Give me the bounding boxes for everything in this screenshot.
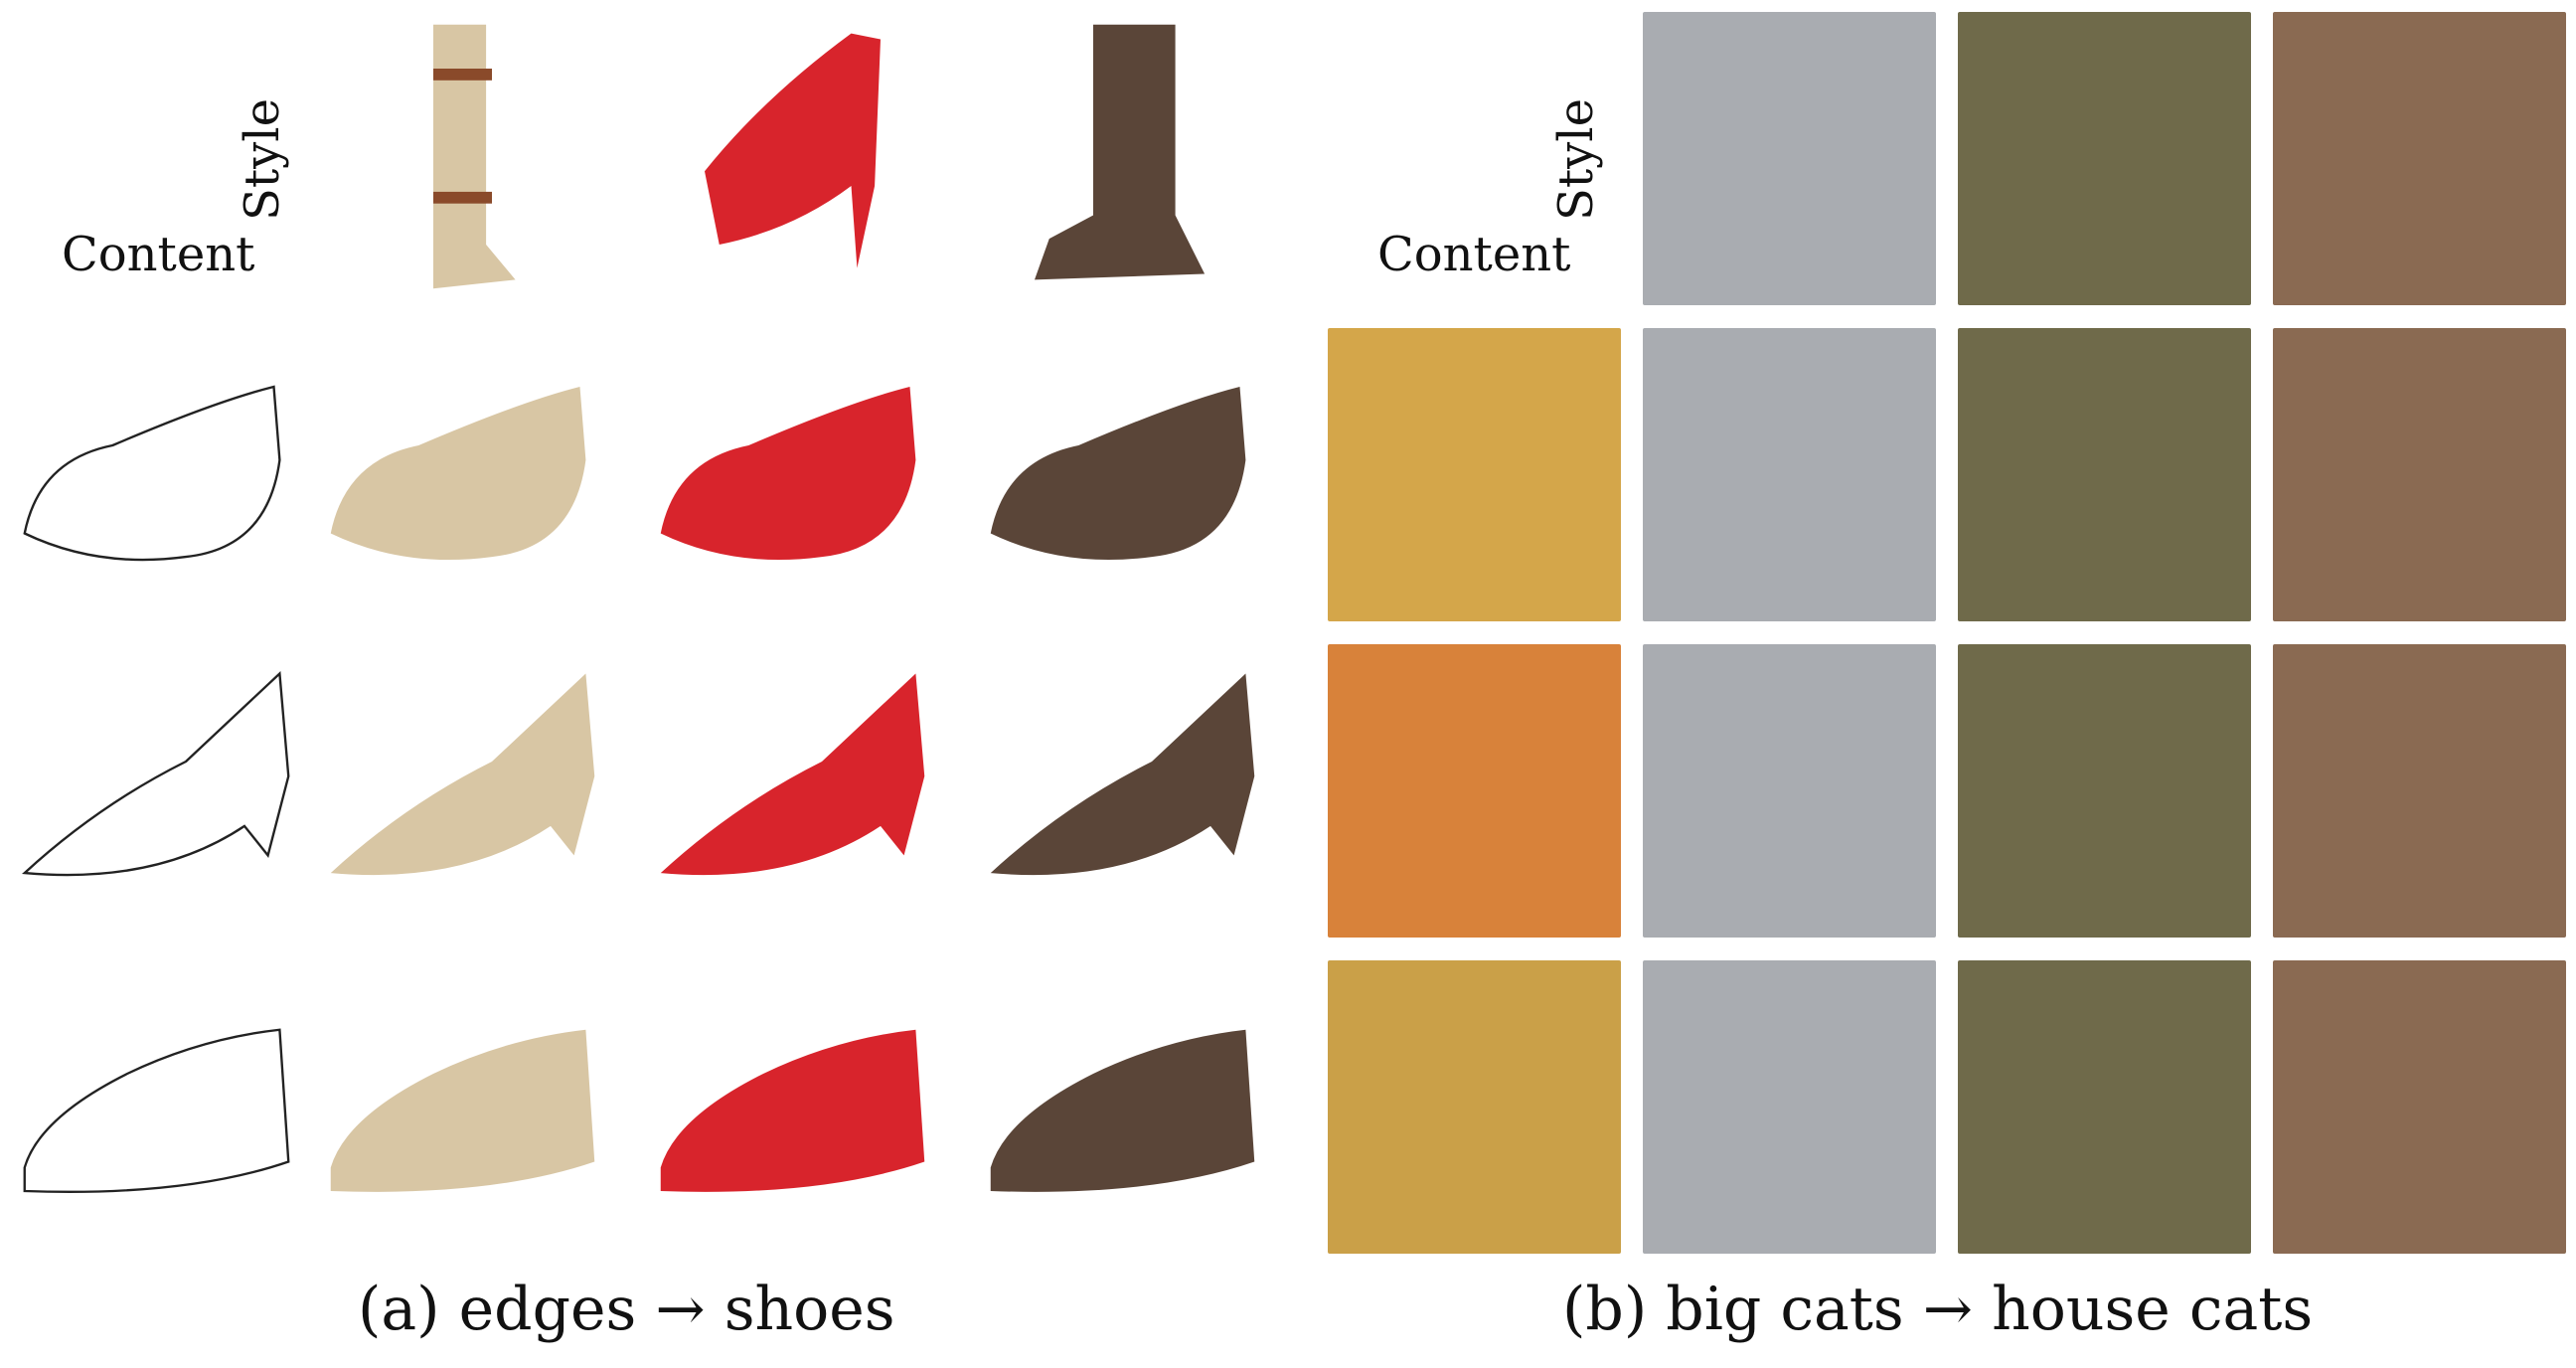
output-cat-r3-c1 bbox=[1643, 960, 1936, 1254]
output-shoe-r1-c2 bbox=[646, 328, 939, 621]
output-shoe-r3-c2 bbox=[646, 956, 939, 1250]
style-tabby-cat-image bbox=[1958, 12, 2251, 305]
output-shoe-r1-c3 bbox=[976, 328, 1269, 621]
panel-edges-to-shoes: Style Content (a) ed bbox=[10, 10, 1269, 1344]
caption-a: (a) edges → shoes bbox=[358, 1275, 895, 1344]
content-leopard-image bbox=[1328, 328, 1621, 621]
style-red-heel-image bbox=[646, 10, 939, 303]
caption-b: (b) big cats → house cats bbox=[1562, 1275, 2314, 1344]
output-shoe-r2-c1 bbox=[316, 644, 609, 938]
output-cat-r1-c3 bbox=[2273, 328, 2566, 621]
style-label: Style bbox=[235, 97, 290, 221]
content-jaguar-image bbox=[1328, 960, 1621, 1254]
output-shoe-r2-c2 bbox=[646, 644, 939, 938]
panel-bigcats-to-housecats: Style Content (b) big cats → house cats bbox=[1312, 0, 2576, 1368]
output-cat-r1-c1 bbox=[1643, 328, 1936, 621]
shoe-shape bbox=[330, 387, 586, 561]
edge-sketch-pump bbox=[10, 644, 303, 938]
output-shoe-r1-c1 bbox=[316, 328, 609, 621]
output-cat-r1-c2 bbox=[1958, 328, 2251, 621]
content-label: Content bbox=[1377, 227, 1571, 282]
style-label: Style bbox=[1548, 97, 1604, 221]
output-shoe-r2-c3 bbox=[976, 644, 1269, 938]
style-cowboy-boot-image bbox=[976, 10, 1269, 303]
edge-sketch-oxford bbox=[10, 956, 303, 1250]
style-boot-image bbox=[316, 10, 609, 303]
output-cat-r2-c2 bbox=[1958, 644, 2251, 938]
output-shoe-r3-c3 bbox=[976, 956, 1269, 1250]
content-label: Content bbox=[62, 227, 255, 282]
style-grey-cat-image bbox=[1643, 12, 1936, 305]
output-cat-r3-c2 bbox=[1958, 960, 2251, 1254]
edge-sketch-mary-jane bbox=[10, 328, 303, 621]
output-cat-r2-c1 bbox=[1643, 644, 1936, 938]
output-cat-r3-c3 bbox=[2273, 960, 2566, 1254]
output-shoe-r3-c1 bbox=[316, 956, 609, 1250]
style-siamese-cat-image bbox=[2273, 12, 2566, 305]
content-tiger-image bbox=[1328, 644, 1621, 938]
output-cat-r2-c3 bbox=[2273, 644, 2566, 938]
